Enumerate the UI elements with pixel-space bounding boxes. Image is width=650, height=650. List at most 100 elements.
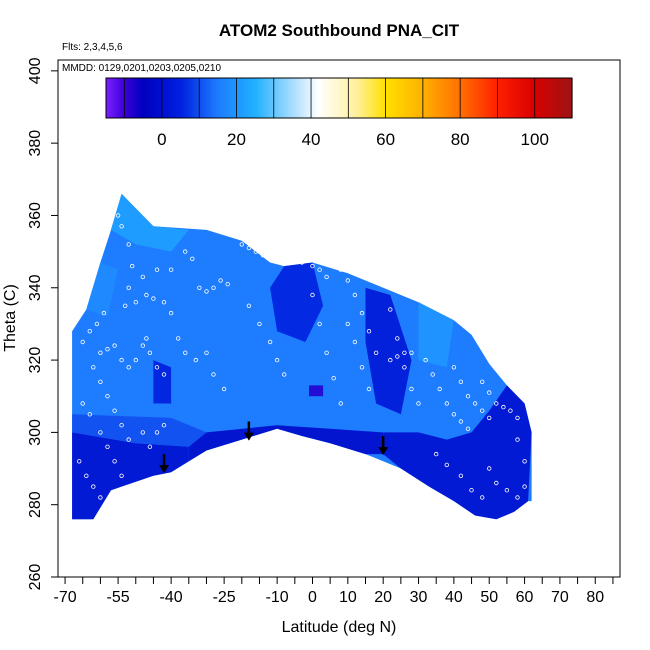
y-tick-label: 320	[27, 347, 44, 374]
colorbar-swatch	[201, 78, 204, 118]
colorbar-swatch	[283, 78, 286, 118]
colorbar-swatch	[380, 78, 383, 118]
track-point	[225, 282, 230, 287]
colorbar-swatch	[434, 78, 437, 118]
colorbar-swatch	[318, 78, 321, 118]
track-point	[469, 488, 474, 493]
colorbar-tick-label: 0	[157, 130, 166, 149]
track-point	[154, 267, 160, 272]
y-tick-label: 380	[27, 130, 44, 157]
arrow-head	[378, 447, 389, 456]
track-point	[458, 419, 464, 424]
plot-frame	[57, 59, 621, 578]
track-point	[267, 339, 273, 345]
colorbar-swatch	[124, 78, 128, 118]
colorbar-swatch	[214, 78, 217, 118]
colorbar-swatch	[128, 78, 131, 118]
track-point	[515, 415, 520, 421]
colorbar-swatch	[277, 78, 280, 118]
track-point	[105, 502, 110, 507]
colorbar-swatch	[469, 78, 472, 118]
colorbar-swatch	[398, 78, 402, 118]
colorbar-swatch	[452, 78, 456, 118]
track-point	[211, 372, 216, 377]
colorbar-swatch	[327, 78, 331, 118]
colorbar-swatch	[171, 78, 174, 118]
colorbar-swatch	[471, 78, 474, 118]
colorbar-swatch	[454, 78, 458, 118]
track-point	[487, 390, 492, 395]
track-point	[381, 278, 386, 283]
track-point	[324, 350, 329, 355]
colorbar-swatch	[476, 78, 480, 118]
colorbar-swatch	[180, 78, 184, 118]
colorbar-swatch	[365, 78, 368, 118]
colorbar-swatch	[264, 78, 267, 118]
colorbar-swatch	[253, 78, 256, 118]
colorbar-swatch	[372, 78, 376, 118]
colorbar-swatch	[402, 78, 405, 118]
track-point	[515, 495, 520, 500]
colorbar-swatch	[270, 78, 273, 118]
track-point	[480, 495, 485, 500]
colorbar-swatch	[199, 78, 202, 118]
colorbar-swatch	[309, 78, 312, 118]
colorbar-swatch	[147, 78, 150, 118]
x-tick-label: 80	[586, 589, 604, 606]
track-point	[373, 350, 379, 355]
colorbar-swatch	[385, 78, 389, 118]
field-region-south-upper-light	[111, 193, 189, 252]
colorbar-swatch	[432, 78, 435, 118]
track-point	[366, 386, 372, 392]
colorbar-swatch	[150, 78, 154, 118]
colorbar-swatch	[245, 78, 249, 118]
x-tick-label: -25	[213, 589, 236, 606]
track-point	[76, 459, 82, 464]
colorbar-swatch	[562, 78, 566, 118]
colorbar-swatch	[456, 78, 459, 118]
colorbar-swatch	[255, 78, 258, 118]
colorbar-swatch	[111, 78, 115, 118]
track-point	[480, 408, 485, 413]
track-point	[299, 260, 305, 265]
colorbar-swatch	[221, 78, 225, 118]
colorbar-swatch	[178, 78, 182, 118]
colorbar-swatch	[422, 78, 426, 118]
x-tick-label: 40	[445, 589, 463, 606]
colorbar-swatch	[521, 78, 525, 118]
track-point	[451, 412, 457, 417]
track-point	[345, 278, 350, 283]
track-point	[119, 224, 124, 229]
colorbar-swatch	[143, 78, 146, 118]
colorbar-swatch	[173, 78, 176, 118]
colorbar-tick-label: 20	[227, 130, 246, 149]
colorbar-swatch	[247, 78, 251, 118]
track-point	[451, 365, 457, 370]
colorbar-swatch	[197, 78, 200, 118]
colorbar-swatch	[217, 78, 221, 118]
track-point	[126, 285, 131, 290]
x-tick-label: 10	[339, 589, 357, 606]
colorbar-swatch	[204, 78, 208, 118]
track-point	[133, 357, 138, 363]
track-point	[161, 300, 167, 305]
colorbar-swatch	[484, 78, 487, 118]
field-region-right-patch-light	[418, 302, 454, 368]
colorbar-swatch	[532, 78, 536, 118]
colorbar-swatch	[415, 78, 418, 118]
track-point	[331, 376, 336, 381]
colorbar-swatch	[186, 78, 189, 118]
colorbar-swatch	[460, 78, 463, 118]
colorbar-swatch	[435, 78, 439, 118]
y-tick-label: 300	[27, 419, 44, 446]
track-point	[310, 263, 315, 269]
colorbar-swatch	[450, 78, 454, 118]
colorbar-swatch	[406, 78, 409, 118]
colorbar-swatch	[355, 78, 359, 118]
track-point	[91, 365, 96, 370]
colorbar-swatch	[465, 78, 469, 118]
track-point	[122, 303, 128, 308]
colorbar-swatch	[542, 78, 545, 118]
colorbar-swatch	[169, 78, 172, 118]
colorbar-swatch	[480, 78, 484, 118]
